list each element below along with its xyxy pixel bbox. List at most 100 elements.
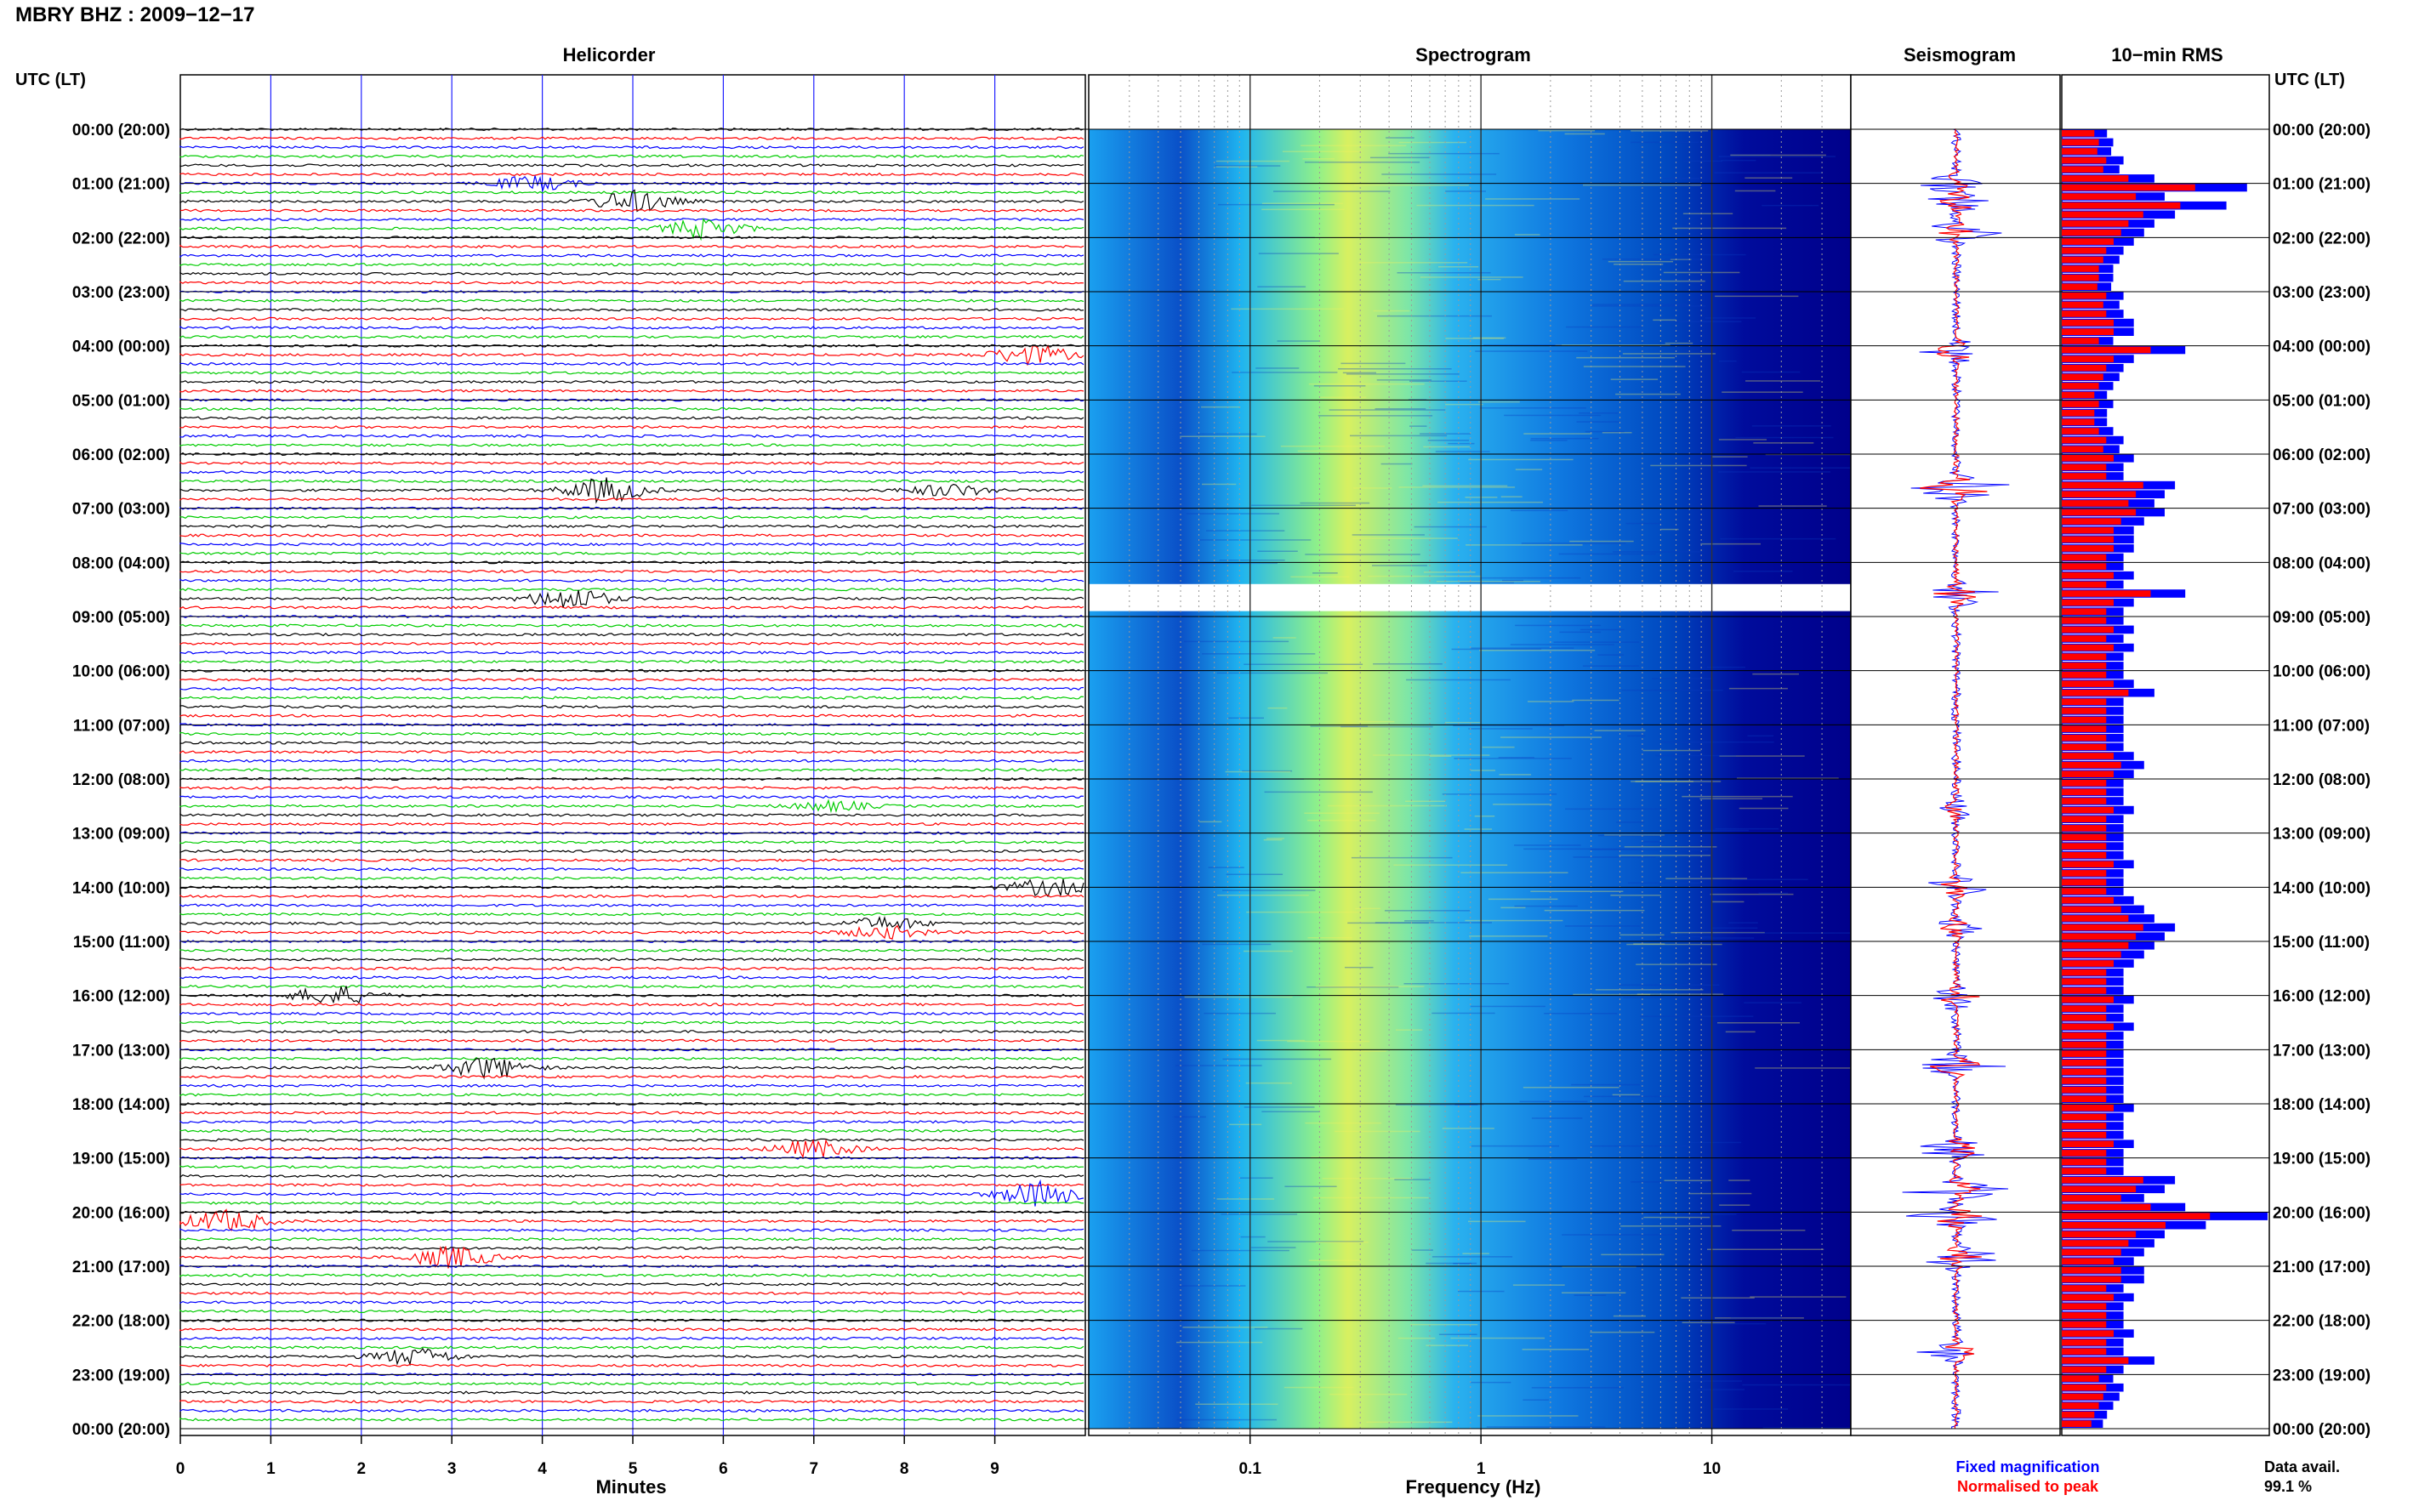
rms-bar-normalised <box>2062 355 2114 362</box>
hour-label-left: 16:00 (12:00) <box>72 988 170 1006</box>
spectrogram-speckle <box>1602 432 1632 434</box>
rms-bar-normalised <box>2062 1231 2137 1238</box>
helicorder-trace <box>179 208 1084 213</box>
spectrogram-speckle <box>1488 898 1558 901</box>
helicorder-trace <box>179 713 1084 718</box>
spectrogram-speckle <box>1514 905 1578 907</box>
spectrogram-speckle <box>1538 129 1596 132</box>
spectrogram-speckle <box>1322 1178 1414 1179</box>
spectrogram-speckle <box>1481 577 1581 579</box>
hour-label-right: 12:00 (08:00) <box>2273 771 2371 789</box>
rms-bar-normalised <box>2062 1213 2211 1219</box>
hour-label-right: 17:00 (13:00) <box>2273 1042 2371 1060</box>
spectrogram-speckle <box>1258 253 1339 254</box>
spectrogram-speckle <box>1628 882 1704 884</box>
spectrogram-speckle <box>1311 1157 1355 1158</box>
rms-bar-normalised <box>2062 689 2129 696</box>
rms-bar-normalised <box>2062 265 2099 272</box>
utc-lt-label-right: UTC (LT) <box>2274 71 2345 89</box>
spectrogram-speckle <box>1592 1212 1673 1214</box>
rms-bar-normalised <box>2062 969 2107 976</box>
spectrogram-speckle <box>1256 1039 1306 1042</box>
helicorder-trace <box>179 840 1084 844</box>
spectrogram-speckle <box>1338 368 1452 370</box>
spectrogram-speckle <box>1409 380 1467 382</box>
rms-bar-normalised <box>2062 644 2114 651</box>
spectrogram-speckle <box>1665 878 1748 879</box>
spectrogram-speckle <box>1195 1403 1278 1405</box>
spectrogram-speckle <box>1595 989 1704 991</box>
spectrogram-speckle <box>1753 442 1814 444</box>
spectrogram-speckle <box>1225 770 1291 773</box>
helicorder-trace <box>179 678 1084 682</box>
helicorder-trace <box>179 1291 1084 1295</box>
spectrogram-speckle <box>1670 259 1692 260</box>
bottom-axes: 0 1 2 3 4 5 6 7 8 9 0.1 1 10 <box>176 1435 1721 1478</box>
helicorder-trace <box>179 190 1084 195</box>
spectrogram-speckle <box>1438 266 1479 268</box>
spectrogram-speckle <box>1471 770 1495 771</box>
spectrogram-speckle <box>1305 1122 1382 1124</box>
spectrogram-speckle <box>1504 414 1602 417</box>
spectrogram-speckle <box>1583 366 1686 367</box>
spectrogram-speckle <box>1301 145 1407 146</box>
spectrogram-speckle <box>1174 1116 1206 1118</box>
hour-label-left: 01:00 (21:00) <box>72 176 170 194</box>
spectrogram-speckle <box>1290 576 1350 578</box>
spectrogram-speckle <box>1475 350 1588 352</box>
rms-bar-normalised <box>2062 843 2107 850</box>
spectrogram-speckle <box>1718 156 1836 157</box>
helicorder-trace <box>179 1156 1084 1160</box>
rms-bar-normalised <box>2062 310 2107 317</box>
rms-bar-normalised <box>2062 554 2107 561</box>
helicorder-trace <box>179 894 1084 899</box>
spectrogram-speckle <box>1405 800 1446 802</box>
spectrogram-speckle <box>1283 1386 1354 1389</box>
hour-label-right: 00:00 (20:00) <box>2273 122 2371 139</box>
spectrogram-speckle <box>1734 190 1776 192</box>
spectrogram-speckle <box>1462 1253 1489 1254</box>
minute-tick-label: 0 <box>176 1460 185 1478</box>
spectrogram-speckle <box>1591 305 1706 307</box>
rms-bar-normalised <box>2062 1203 2151 1211</box>
hour-label-right: 04:00 (00:00) <box>2273 338 2371 356</box>
spectrogram-speckle <box>1216 1198 1275 1200</box>
spectrogram-speckle <box>1255 367 1300 369</box>
helicorder-trace <box>179 1075 1084 1079</box>
spectrogram-speckle <box>1305 162 1420 163</box>
rms-bar-normalised <box>2062 1105 2114 1111</box>
spectrogram-speckle <box>1354 185 1469 186</box>
spectrogram-speckle <box>1426 1262 1477 1265</box>
hour-label-right: 00:00 (20:00) <box>2273 1421 2371 1439</box>
utc-lt-label-left: UTC (LT) <box>15 71 86 89</box>
spectrogram-speckle <box>1442 1128 1494 1129</box>
spectrogram-speckle <box>1523 1087 1619 1089</box>
rms-bar-normalised <box>2062 915 2129 922</box>
spectrogram-speckle <box>1625 522 1663 525</box>
spectrogram-speckle <box>1585 430 1625 433</box>
spectrogram-speckle <box>1688 1192 1752 1195</box>
hour-label-right: 09:00 (05:00) <box>2273 609 2371 627</box>
rms-bar-normalised <box>2062 166 2103 173</box>
helicorder-trace <box>179 1345 1084 1350</box>
spectrogram-speckle <box>1396 1029 1423 1031</box>
helicorder-trace <box>179 975 1084 980</box>
spectrogram-speckle <box>1731 878 1808 880</box>
rms-bar-normalised <box>2062 1293 2114 1301</box>
spectrogram-speckle <box>1404 920 1434 922</box>
rms-bar-normalised <box>2062 364 2107 372</box>
helicorder-trace <box>179 1245 1084 1269</box>
hour-label-right: 21:00 (17:00) <box>2273 1259 2371 1276</box>
helicorder-trace <box>179 253 1084 259</box>
helicorder-trace <box>179 416 1084 420</box>
helicorder-trace <box>179 924 1084 940</box>
spectrogram-speckle <box>1613 1315 1646 1317</box>
spectrogram-speckle <box>1711 927 1758 929</box>
spectrogram-speckle <box>1427 440 1470 441</box>
rms-bar-normalised <box>2062 1330 2114 1337</box>
spectrogram-speckle <box>1627 735 1646 737</box>
hour-label-left: 10:00 (06:00) <box>72 663 170 681</box>
rms-bar-normalised <box>2062 1131 2107 1139</box>
rms-bar-normalised <box>2062 960 2114 967</box>
helicorder-trace <box>179 379 1084 384</box>
